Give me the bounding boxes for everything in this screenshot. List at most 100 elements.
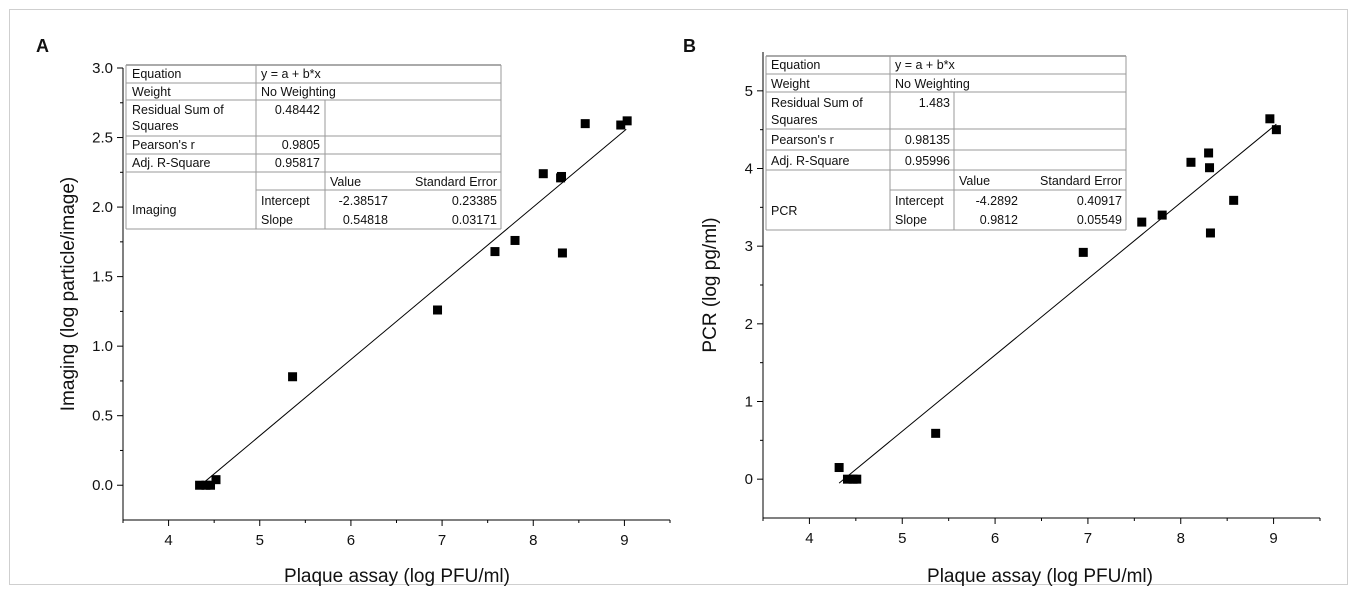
stats-table: Equation y = a + b*x Weight No Weighting… [765, 55, 1127, 231]
data-point [557, 248, 567, 258]
intercept-label: Intercept [895, 194, 944, 208]
adjr-value: 0.95996 [905, 154, 950, 168]
x-axis-label: Plaque assay (log PFU/ml) [284, 566, 510, 587]
y-tick-label: 2.0 [92, 199, 113, 216]
intercept-value: -4.2892 [976, 194, 1018, 208]
y-tick-label: 1.0 [92, 338, 113, 355]
y-axis-label: Imaging (log particle/image) [58, 177, 79, 411]
y-axis-label: PCR (log pg/ml) [700, 217, 721, 352]
fit-line [200, 128, 627, 486]
x-tick-label: 5 [898, 530, 906, 547]
pearson-value: 0.98135 [905, 133, 950, 147]
y-tick-label: 4 [745, 161, 753, 178]
x-tick-label: 8 [1177, 530, 1185, 547]
panel-a: A 4 5 6 7 8 9 0.0 0.5 1.0 1.5 2.0 2.5 3.0 Plaque as… [36, 36, 671, 587]
figure-frame [9, 9, 1348, 585]
y-ticks: 0 1 2 3 4 5 [745, 83, 763, 488]
equation-label: Equation [132, 67, 181, 81]
data-point [206, 480, 216, 490]
pearson-label: Pearson's r [771, 133, 834, 147]
x-ticks: 4 5 6 7 8 9 [762, 518, 1321, 547]
y-ticks: 0.0 0.5 1.0 1.5 2.0 2.5 3.0 [92, 60, 123, 494]
adjr-label: Adj. R-Square [771, 154, 850, 168]
slope-value: 0.54818 [343, 213, 388, 227]
se-header: Standard Error [415, 175, 497, 189]
rss-label-line1: Residual Sum of [132, 103, 224, 117]
equation-value: y = a + b*x [895, 58, 956, 72]
value-header: Value [330, 175, 361, 189]
equation-label: Equation [771, 58, 820, 72]
data-point [580, 119, 590, 129]
data-point [1186, 157, 1196, 167]
data-point [931, 428, 941, 438]
y-tick-label: 3.0 [92, 60, 113, 77]
y-tick-label: 1 [745, 394, 753, 411]
data-point [842, 474, 852, 484]
adjr-value: 0.95817 [275, 156, 320, 170]
weight-label: Weight [132, 85, 171, 99]
data-point [834, 463, 844, 473]
data-point [211, 475, 221, 485]
rss-value: 0.48442 [275, 103, 320, 117]
data-point [1204, 148, 1214, 158]
y-tick-label: 3 [745, 238, 753, 255]
data-point [622, 116, 632, 126]
data-point [1078, 247, 1088, 257]
intercept-se: 0.40917 [1077, 194, 1122, 208]
data-points [834, 114, 1281, 484]
x-tick-label: 6 [991, 530, 999, 547]
intercept-se: 0.23385 [452, 194, 497, 208]
data-point [433, 305, 443, 315]
data-point [1271, 125, 1281, 135]
slope-value: 0.9812 [980, 213, 1018, 227]
data-point [510, 235, 520, 245]
y-tick-label: 1.5 [92, 269, 113, 286]
panel-label: B [683, 36, 696, 56]
data-point [490, 247, 500, 257]
slope-se: 0.03171 [452, 213, 497, 227]
se-header: Standard Error [1040, 174, 1122, 188]
adjr-label: Adj. R-Square [132, 156, 211, 170]
y-tick-label: 5 [745, 83, 753, 100]
x-tick-label: 5 [256, 532, 264, 549]
x-tick-label: 8 [529, 532, 537, 549]
rss-label-line2: Squares [132, 119, 179, 133]
data-point [538, 169, 548, 179]
pearson-label: Pearson's r [132, 138, 195, 152]
weight-value: No Weighting [895, 77, 970, 91]
slope-label: Slope [261, 213, 293, 227]
data-points [195, 116, 632, 490]
y-tick-label: 0.5 [92, 408, 113, 425]
y-tick-label: 0 [745, 471, 753, 488]
weight-label: Weight [771, 77, 810, 91]
equation-value: y = a + b*x [261, 67, 322, 81]
stats-table: Equation y = a + b*x Weight No Weighting… [125, 64, 502, 230]
data-point [1205, 163, 1215, 173]
data-point [1157, 210, 1167, 220]
weight-value: No Weighting [261, 85, 336, 99]
x-tick-label: 4 [805, 530, 813, 547]
data-point [195, 480, 205, 490]
y-tick-label: 0.0 [92, 477, 113, 494]
x-ticks: 4 5 6 7 8 9 [122, 520, 671, 549]
model-label: Imaging [132, 203, 177, 217]
data-point [852, 474, 862, 484]
rss-label-line1: Residual Sum of [771, 96, 863, 110]
intercept-value: -2.38517 [339, 194, 388, 208]
x-axis-label: Plaque assay (log PFU/ml) [927, 566, 1153, 587]
pearson-value: 0.9805 [282, 138, 320, 152]
data-point [201, 480, 211, 490]
x-tick-label: 7 [1084, 530, 1092, 547]
x-tick-label: 9 [1269, 530, 1277, 547]
data-point [557, 171, 567, 181]
model-label: PCR [771, 204, 797, 218]
x-tick-label: 9 [620, 532, 628, 549]
intercept-label: Intercept [261, 194, 310, 208]
slope-label: Slope [895, 213, 927, 227]
rss-value: 1.483 [919, 96, 950, 110]
panel-b: B 4 5 6 7 8 9 0 1 2 3 4 5 Plaque assay (log PFU/ml… [683, 36, 1321, 587]
x-tick-label: 6 [347, 532, 355, 549]
panel-label: A [36, 36, 49, 56]
data-point [1137, 217, 1147, 227]
y-tick-label: 2 [745, 316, 753, 333]
